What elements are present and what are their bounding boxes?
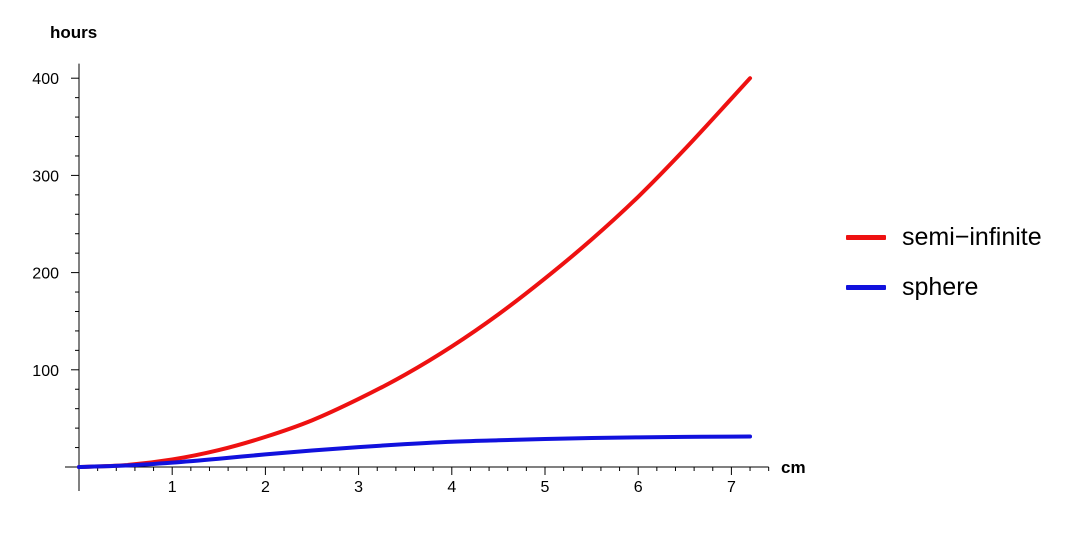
y-tick-label: 400 bbox=[32, 71, 59, 88]
x-tick-label: 5 bbox=[541, 479, 550, 496]
legend-swatch bbox=[846, 234, 886, 240]
series-line-semi-infinite bbox=[77, 76, 753, 469]
x-tick-label: 1 bbox=[168, 479, 177, 496]
x-axis-title: cm bbox=[781, 458, 806, 477]
x-tick-label: 2 bbox=[261, 479, 270, 496]
legend-label: semi−infinite bbox=[902, 222, 1042, 251]
x-tick-label: 6 bbox=[634, 479, 643, 496]
x-tick-label: 4 bbox=[447, 479, 456, 496]
series-line-sphere bbox=[77, 434, 753, 469]
y-axis-title: hours bbox=[50, 23, 97, 42]
axes bbox=[65, 63, 769, 491]
legend-item: sphere bbox=[846, 262, 1042, 312]
series-layer bbox=[77, 76, 753, 469]
legend-swatch bbox=[846, 284, 886, 290]
legend-item: semi−infinite bbox=[846, 212, 1042, 262]
legend-label: sphere bbox=[902, 272, 979, 301]
y-tick-label: 100 bbox=[32, 363, 59, 380]
x-tick-label: 7 bbox=[727, 479, 736, 496]
legend: semi−infinite sphere bbox=[846, 212, 1042, 312]
y-tick-label: 200 bbox=[32, 266, 59, 283]
y-tick-label: 300 bbox=[32, 168, 59, 185]
ticks: 1 2 3 4 5 6 7 100 200 300 400 bbox=[32, 71, 770, 496]
x-tick-label: 3 bbox=[354, 479, 363, 496]
